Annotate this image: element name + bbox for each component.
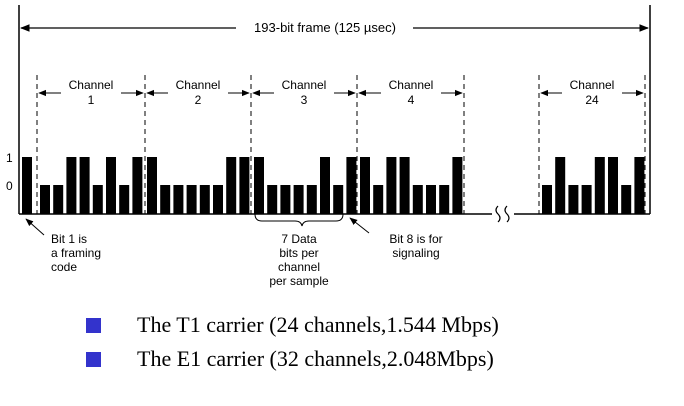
break-marks-icon: [495, 205, 510, 223]
bit-bar: [147, 157, 157, 214]
data-bits-brace: [254, 213, 344, 227]
bit-bar: [53, 185, 64, 214]
bit-bar: [568, 185, 579, 214]
channel-label-24: Channel 24: [562, 76, 622, 107]
frame-label: 193-bit frame (125 µsec): [254, 20, 396, 35]
bit-bar: [119, 185, 130, 214]
bit-bar: [439, 185, 450, 214]
framing-arrow: [25, 218, 45, 236]
bit-bar: [106, 157, 116, 214]
bit-bar: [173, 185, 184, 214]
svg-text:Bit 1 is: Bit 1 is: [51, 232, 87, 246]
bullet-text: The T1 carrier (24 channels,1.544 Mbps): [137, 312, 499, 337]
bit-bar: [40, 185, 50, 214]
bit-bar: [333, 185, 344, 214]
bit-bar: [386, 157, 397, 214]
bit-bar: [634, 157, 645, 214]
bit-bar: [280, 185, 291, 214]
channel-word: Channel: [176, 78, 221, 92]
bit-bar: [581, 185, 592, 214]
channel-number: 24: [585, 93, 599, 107]
channel-label-2: Channel 2: [168, 76, 228, 107]
bit-bar: [426, 185, 436, 214]
bit-bar: [608, 157, 618, 214]
signal-bars: [22, 157, 645, 214]
signaling-annotation: Bit 8 is for signaling: [389, 232, 442, 260]
level-one-label: 1: [6, 151, 13, 165]
bullet-square-icon: [86, 317, 101, 333]
channel-label-4: Channel 4: [381, 76, 441, 107]
bit-bar: [160, 185, 171, 214]
bit-bar: [320, 157, 330, 214]
svg-text:channel: channel: [278, 260, 320, 274]
bit-bar: [360, 157, 370, 214]
bit-bar: [239, 157, 250, 214]
signaling-arrow: [349, 217, 370, 234]
channel-word: Channel: [570, 78, 615, 92]
bit-bar: [555, 157, 566, 214]
svg-text:bits per: bits per: [279, 246, 318, 260]
channel-label-1: Channel 1: [61, 76, 121, 107]
svg-text:code: code: [51, 260, 77, 274]
channel-number: 4: [408, 93, 415, 107]
channel-word: Channel: [282, 78, 327, 92]
carrier-list: The T1 carrier (24 channels,1.544 Mbps) …: [86, 308, 676, 376]
channel-word: Channel: [69, 78, 114, 92]
framing-bit-bar: [22, 157, 32, 214]
bit-bar: [621, 185, 632, 214]
svg-text:per sample: per sample: [269, 274, 329, 288]
channel-number: 1: [88, 93, 95, 107]
channel-number: 2: [195, 93, 202, 107]
bit-bar: [79, 157, 90, 214]
t1-frame-diagram: 193-bit frame (125 µsec) Channel 1 Chann…: [6, 5, 651, 288]
bit-bar: [199, 185, 210, 214]
bullet-text: The E1 carrier (32 channels,2.048Mbps): [137, 346, 494, 371]
bit-bar: [226, 157, 237, 214]
level-zero-label: 0: [6, 179, 13, 193]
data-bits-annotation: 7 Data bits per channel per sample: [269, 232, 329, 288]
list-item: The T1 carrier (24 channels,1.544 Mbps): [86, 308, 676, 342]
frame-arrow: 193-bit frame (125 µsec): [20, 20, 649, 35]
channel-number: 3: [301, 93, 308, 107]
bullet-square-icon: [86, 351, 101, 367]
svg-text:Bit 8 is for: Bit 8 is for: [389, 232, 442, 246]
bit-bar: [542, 185, 552, 214]
bit-bar: [267, 185, 278, 214]
svg-text:a framing: a framing: [51, 246, 101, 260]
channel-word: Channel: [389, 78, 434, 92]
svg-text:7 Data: 7 Data: [281, 232, 317, 246]
bit-bar: [186, 185, 197, 214]
bit-bar: [254, 157, 264, 214]
bit-bar: [306, 185, 317, 214]
bit-bar: [452, 157, 463, 214]
list-item: The E1 carrier (32 channels,2.048Mbps): [86, 342, 676, 376]
svg-text:signaling: signaling: [392, 246, 439, 260]
bit-bar: [346, 157, 357, 214]
bit-bar: [66, 157, 77, 214]
bit-bar: [399, 157, 410, 214]
bit-bar: [92, 185, 103, 214]
bit-bar: [412, 185, 423, 214]
bit-bar: [132, 157, 143, 214]
bit-bar: [373, 185, 384, 214]
bit-bar: [594, 157, 605, 214]
channel-label-3: Channel 3: [274, 76, 334, 107]
framing-annotation: Bit 1 is a framing code: [51, 232, 101, 274]
bit-bar: [293, 185, 304, 214]
bit-bar: [213, 185, 223, 214]
